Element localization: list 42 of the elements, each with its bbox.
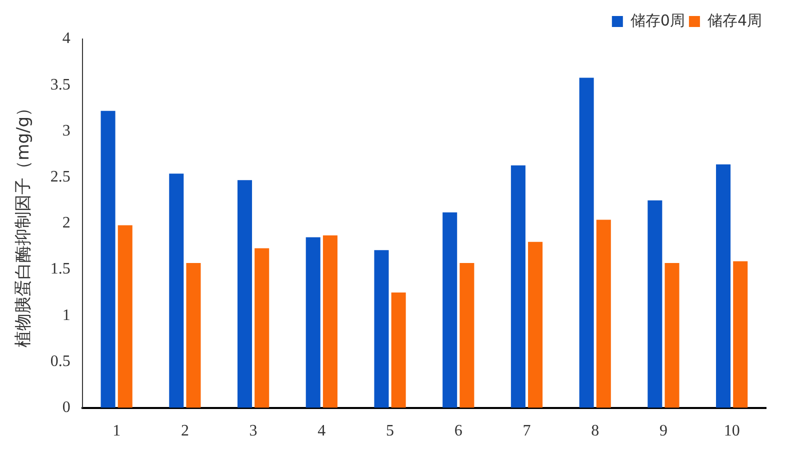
y-tick-label: 3 [62, 122, 70, 140]
bar [442, 212, 458, 408]
bar [510, 165, 526, 408]
bar [716, 164, 731, 408]
x-tick-label: 9 [659, 422, 668, 440]
x-tick-label: 1 [112, 422, 121, 440]
bar [664, 263, 680, 408]
y-axis-title: 植物胰蛋白酶抑制因子（mg/g） [14, 99, 34, 348]
bar [579, 78, 594, 408]
bar [596, 220, 611, 408]
bar [648, 200, 662, 408]
y-tick-label: 2.5 [50, 168, 70, 186]
bar [100, 110, 116, 408]
y-tick-label: 0 [62, 399, 70, 416]
x-tick-label: 8 [591, 422, 600, 440]
x-tick-label: 2 [180, 422, 189, 440]
bar [391, 292, 406, 408]
bar [374, 250, 389, 408]
x-tick-label: 3 [249, 422, 258, 440]
legend-label: 储存0周 [630, 11, 685, 30]
bar [460, 263, 474, 408]
y-tick-label: 1.5 [50, 260, 70, 278]
bar [169, 174, 184, 408]
x-tick-label: 6 [454, 422, 462, 440]
y-tick-label: 0.5 [50, 352, 70, 370]
bar [186, 263, 201, 408]
x-tick-label: 5 [386, 422, 394, 440]
legend-label: 储存4周 [707, 11, 762, 30]
bar [237, 180, 252, 408]
y-tick-label: 3.5 [50, 76, 70, 94]
x-tick-label: 7 [522, 422, 531, 440]
y-tick-label: 4 [62, 30, 70, 48]
bar [254, 248, 270, 408]
x-tick-label: 4 [318, 422, 326, 440]
bar [733, 261, 748, 408]
y-tick-label: 1 [62, 306, 70, 324]
y-tick-label: 2 [62, 214, 70, 232]
x-tick-label: 10 [724, 422, 740, 440]
bar [118, 225, 132, 408]
bar [322, 235, 338, 408]
bar [306, 237, 320, 408]
bar [528, 242, 543, 408]
